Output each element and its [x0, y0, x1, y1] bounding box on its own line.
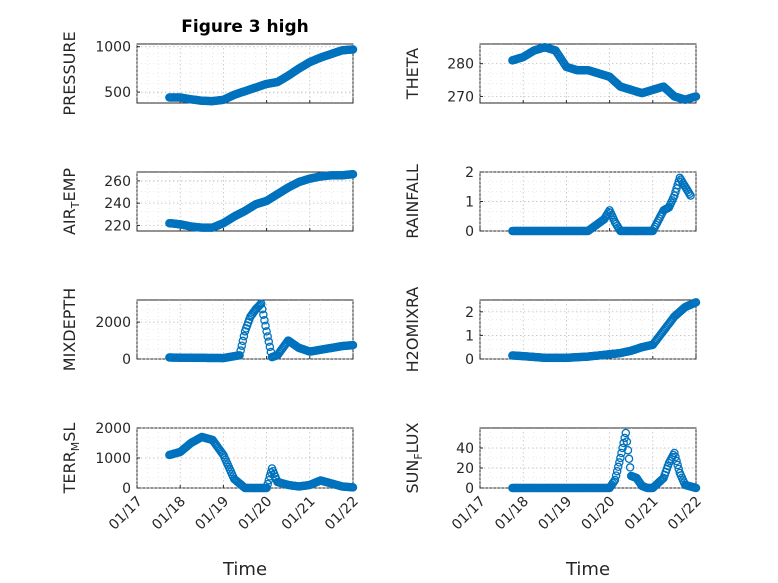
subplot-3: 220 240 260 AIRTEMP [60, 168, 358, 235]
y-tick-label: 270 [447, 89, 474, 105]
data-point [671, 452, 680, 462]
data-point [239, 331, 249, 341]
data-point [612, 466, 622, 476]
y-tick-label: 1000 [95, 451, 131, 467]
data-point [263, 332, 272, 341]
data-point [263, 479, 272, 489]
data-point [624, 454, 634, 464]
x-tick-label: 01/20 [236, 494, 276, 534]
data-point [613, 462, 623, 472]
y-axis-label: RAINFALL [403, 164, 422, 239]
data-point [348, 45, 358, 54]
data-point [691, 298, 701, 307]
y-axis-label: AIRTEMP [60, 168, 82, 235]
data-point [259, 310, 268, 319]
y-tick-label: 500 [104, 85, 131, 101]
y-tick-label: 40 [456, 441, 474, 457]
data-point [621, 428, 631, 438]
y-tick-label: 220 [104, 218, 131, 234]
y-axis-label: H2OMIXRA [403, 287, 422, 373]
y-tick-label: 0 [465, 352, 474, 368]
data-point [685, 189, 694, 199]
y-tick-label: 20 [456, 461, 474, 477]
x-tick-label: 01/21 [622, 494, 662, 534]
y-tick-label: 2 [465, 165, 474, 181]
data-point [686, 191, 695, 200]
data-point [238, 336, 248, 346]
x-tick-label: 01/19 [535, 494, 575, 534]
data-point [348, 483, 358, 492]
data-point [255, 300, 265, 310]
data-point [265, 342, 275, 352]
x-tick-label: 01/17 [106, 494, 146, 534]
subplot-4: 0 1 2 RAINFALL [403, 164, 697, 240]
data-point [260, 316, 269, 325]
y-tick-label: 2000 [95, 315, 131, 331]
subplot-2: 270 280 THETA [403, 43, 701, 105]
x-tick-label: 01/22 [322, 494, 362, 534]
y-tick-label: 0 [465, 481, 474, 497]
data-point [673, 460, 682, 470]
data-point [625, 463, 635, 472]
data-point [691, 483, 701, 493]
y-tick-label: 1000 [95, 40, 131, 56]
y-tick-label: 2000 [95, 421, 131, 437]
chart-title: Figure 3 high [181, 17, 309, 37]
data-point [622, 437, 632, 446]
x-tick-label: 01/18 [149, 494, 189, 534]
data-point [691, 92, 701, 101]
x-axis-label: Time [565, 559, 610, 580]
data-point [262, 327, 271, 336]
data-point [258, 304, 267, 314]
x-tick-label: 01/19 [192, 494, 232, 534]
x-tick-label: 01/17 [449, 494, 489, 534]
y-tick-label: 2 [465, 305, 474, 321]
y-axis-label: TERRMSL [60, 423, 82, 495]
y-axis-label: MIXDEPTH [60, 288, 79, 371]
x-tick-label: 01/20 [579, 494, 619, 534]
subplot-1: 500 1000 PRESSURE Figure 3 high [60, 17, 358, 116]
subplot-6: 0 1 2 H2OMIXRA [403, 287, 701, 373]
data-point [237, 341, 247, 350]
data-point [261, 321, 270, 331]
y-tick-label: 0 [465, 224, 474, 240]
data-point [611, 471, 621, 480]
x-tick-label: 01/18 [492, 494, 532, 534]
y-tick-label: 1 [465, 328, 474, 344]
data-point [236, 346, 245, 355]
subplot-7: 0 1000 2000 01/17 01/18 01/19 01/20 01/21 01/22 T… [60, 421, 362, 580]
data-point [235, 351, 244, 360]
data-point [672, 456, 681, 466]
data-point [262, 483, 271, 493]
subplot-8: 0 20 40 01/17 01/18 01/19 01/20 01/21 01/22 SUNFL… [403, 422, 705, 580]
y-axis-label: PRESSURE [60, 31, 79, 115]
y-tick-label: 240 [104, 196, 131, 212]
y-tick-label: 0 [122, 352, 131, 368]
data-point [618, 443, 627, 453]
y-axis-label: THETA [403, 48, 422, 100]
subplot-5: 0 2000 MIXDEPTH [60, 288, 358, 371]
x-tick-label: 01/22 [665, 494, 705, 534]
data-point [264, 337, 274, 346]
data-point [623, 445, 633, 455]
y-tick-label: 0 [122, 481, 131, 497]
data-point [256, 299, 266, 308]
data-point [348, 340, 358, 350]
x-axis-label: Time [222, 559, 267, 580]
data-point [615, 458, 624, 467]
y-tick-label: 280 [447, 57, 474, 73]
data-point [658, 474, 667, 484]
y-tick-label: 260 [104, 174, 131, 190]
data-point [616, 453, 625, 463]
y-axis-label: SUNFLUX [403, 422, 425, 493]
data-point [670, 448, 679, 458]
x-tick-label: 01/21 [279, 494, 319, 534]
y-tick-label: 1 [465, 195, 474, 211]
data-point [348, 169, 358, 179]
data-point [610, 475, 620, 485]
